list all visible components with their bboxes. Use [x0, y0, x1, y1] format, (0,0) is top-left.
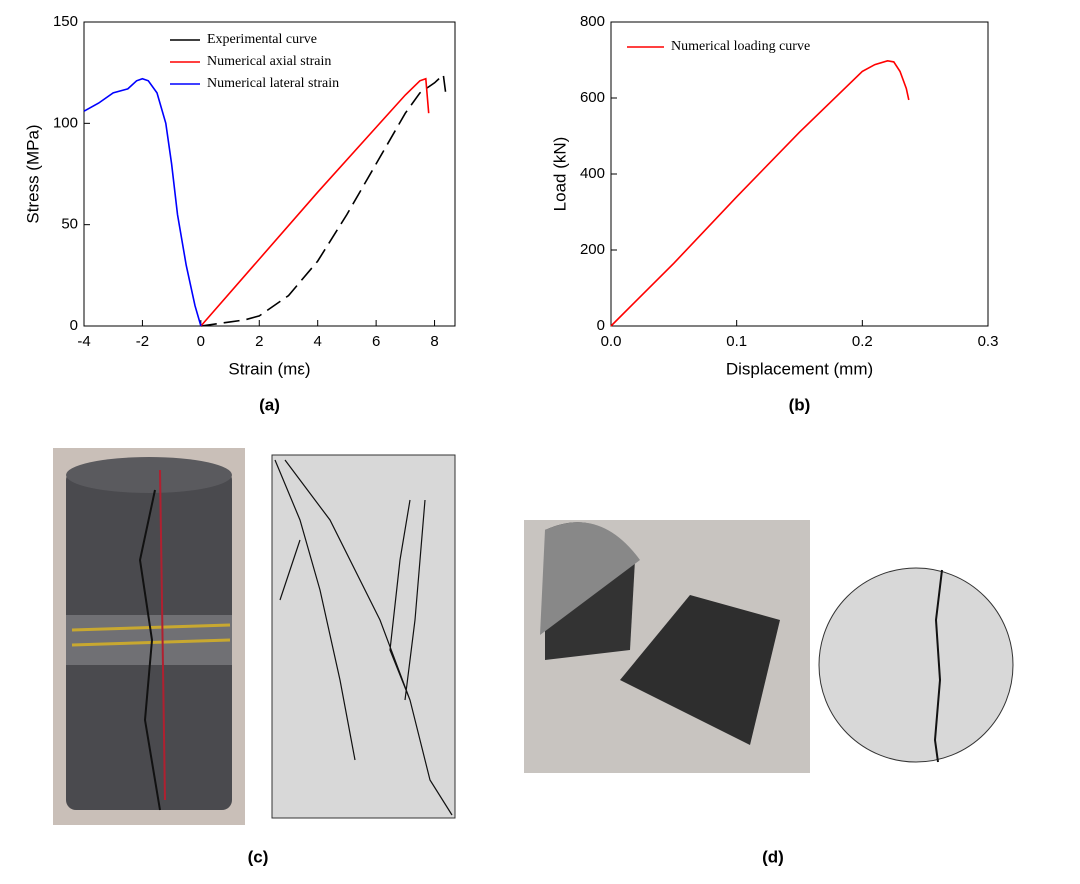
- y-tick-label: 50: [61, 216, 78, 233]
- y-axis-label: Stress (MPa): [23, 124, 42, 223]
- photo-cylinder: [53, 448, 245, 825]
- figure-caption: (d): [762, 847, 784, 866]
- chart-caption: (b): [789, 395, 811, 414]
- legend-label: Numerical axial strain: [207, 54, 331, 69]
- x-tick-label: 0.0: [601, 333, 622, 350]
- legend-label: Experimental curve: [207, 32, 317, 47]
- x-tick-label: -4: [77, 333, 90, 350]
- crack-diagram-d: [818, 567, 1014, 763]
- crack-diagram-c: [271, 454, 456, 819]
- y-tick-label: 400: [580, 165, 605, 182]
- x-tick-label: 0.1: [726, 333, 747, 350]
- legend-label: Numerical loading curve: [671, 39, 810, 54]
- y-tick-label: 150: [53, 13, 78, 30]
- x-tick-label: 2: [255, 333, 263, 350]
- x-axis-label: Strain (mε): [228, 359, 310, 378]
- legend-label: Numerical lateral strain: [207, 76, 339, 91]
- x-tick-label: -2: [136, 333, 149, 350]
- y-tick-label: 0: [70, 317, 78, 334]
- plot-frame: [83, 21, 456, 327]
- y-tick-label: 100: [53, 114, 78, 131]
- y-tick-label: 600: [580, 89, 605, 106]
- x-tick-label: 0: [197, 333, 205, 350]
- plot-frame: [610, 21, 989, 327]
- photo-disc: [524, 520, 810, 773]
- x-axis-label: Displacement (mm): [726, 359, 873, 378]
- x-tick-label: 4: [314, 333, 322, 350]
- y-tick-label: 200: [580, 241, 605, 258]
- series-line: [83, 77, 202, 327]
- y-tick-label: 800: [580, 13, 605, 30]
- y-tick-label: 0: [597, 317, 605, 334]
- x-tick-label: 8: [430, 333, 438, 350]
- x-tick-label: 0.3: [978, 333, 999, 350]
- series-line: [200, 77, 430, 327]
- x-tick-label: 0.2: [852, 333, 873, 350]
- y-axis-label: Load (kN): [550, 137, 569, 212]
- series-line: [200, 73, 447, 327]
- x-tick-label: 6: [372, 333, 380, 350]
- series-line: [610, 59, 910, 327]
- chart-caption: (a): [259, 395, 280, 414]
- figure-caption: (c): [248, 847, 269, 866]
